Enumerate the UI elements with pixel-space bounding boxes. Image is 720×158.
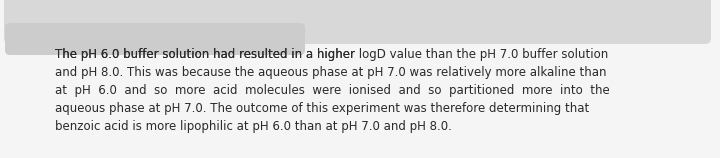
Text: aqueous phase at pH 7.0. The outcome of this experiment was therefore determinin: aqueous phase at pH 7.0. The outcome of … [55, 102, 589, 115]
Text: The pH 6.0 buffer solution had resulted in a higher log: The pH 6.0 buffer solution had resulted … [55, 48, 377, 61]
Text: The pH 6.0 buffer solution had resulted in a higher: The pH 6.0 buffer solution had resulted … [55, 48, 359, 61]
Text: and pH 8.0. This was because the aqueous phase at pH 7.0 was relatively more alk: and pH 8.0. This was because the aqueous… [55, 66, 606, 79]
Text: benzoic acid is more lipophilic at pH 6.0 than at pH 7.0 and pH 8.0.: benzoic acid is more lipophilic at pH 6.… [55, 120, 452, 133]
Text: The pH 6.0 buffer solution had resulted in a higher logD value than the pH 7.0 b: The pH 6.0 buffer solution had resulted … [55, 48, 608, 61]
Text: at  pH  6.0  and  so  more  acid  molecules  were  ionised  and  so  partitioned: at pH 6.0 and so more acid molecules wer… [55, 84, 610, 97]
FancyBboxPatch shape [5, 23, 305, 55]
FancyBboxPatch shape [4, 0, 711, 44]
